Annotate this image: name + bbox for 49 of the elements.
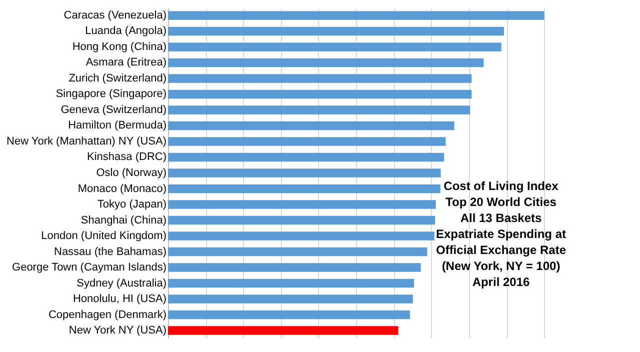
bar <box>168 152 444 162</box>
y-tick-label: Shanghai (China) <box>80 214 166 226</box>
bar <box>168 278 414 288</box>
y-tick-label: Zurich (Switzerland) <box>68 72 166 84</box>
y-tick-label: Hong Kong (China) <box>72 40 166 53</box>
annotation: Cost of Living Index <box>444 179 559 193</box>
y-tick-label: George Town (Cayman Islands) <box>12 262 166 274</box>
bar <box>168 247 428 256</box>
bar <box>168 168 441 178</box>
bar <box>168 294 413 304</box>
y-tick-label: Sydney (Australia) <box>76 277 166 290</box>
y-tick-label: Luanda (Angola) <box>85 25 166 38</box>
annotation: Official Exchange Rate <box>436 243 566 257</box>
annotation: Top 20 World Cities <box>446 195 557 209</box>
y-tick-label: New York NY (USA) <box>68 324 166 337</box>
bar <box>168 200 436 209</box>
y-tick-label: Copenhagen (Denmark) <box>48 308 166 321</box>
y-tick-label: Kinshasa (DRC) <box>87 151 166 164</box>
bar <box>168 11 544 20</box>
bar <box>168 58 484 68</box>
bar <box>168 326 398 335</box>
y-tick-label: Geneva (Switzerland) <box>60 104 166 116</box>
bar <box>168 184 440 194</box>
bar <box>168 121 454 130</box>
bar <box>168 137 446 146</box>
bar <box>168 232 434 240</box>
y-tick-label: Tokyo (Japan) <box>97 198 166 211</box>
y-tick-label: New York (Manhattan) NY (USA) <box>6 135 166 148</box>
y-tick-label: Hamilton (Bermuda) <box>68 120 166 132</box>
bar <box>168 216 436 225</box>
y-tick-label: Monaco (Monaco) <box>78 182 166 195</box>
y-tick-label: Caracas (Venezuela) <box>64 9 166 22</box>
bar <box>168 26 504 36</box>
y-tick-label: Oslo (Norway) <box>96 167 166 179</box>
y-tick-label: Nassau (the Bahamas) <box>54 246 166 258</box>
y-tick-label: London (United Kingdom) <box>41 230 166 242</box>
y-tick-label: Singapore (Singapore) <box>56 88 166 100</box>
bar <box>168 42 502 52</box>
bar <box>168 90 472 99</box>
bar <box>168 310 410 320</box>
annotation: April 2016 <box>472 275 530 289</box>
bar <box>168 106 470 114</box>
annotation: (New York, NY = 100) <box>442 259 560 273</box>
bar <box>168 74 472 83</box>
bar <box>168 263 421 272</box>
y-tick-label: Honolulu, HI (USA) <box>72 293 166 306</box>
annotation: All 13 Baskets <box>460 211 542 225</box>
y-tick-label: Asmara (Eritrea) <box>86 56 166 69</box>
annotation: Expatriate Spending at <box>436 227 566 241</box>
